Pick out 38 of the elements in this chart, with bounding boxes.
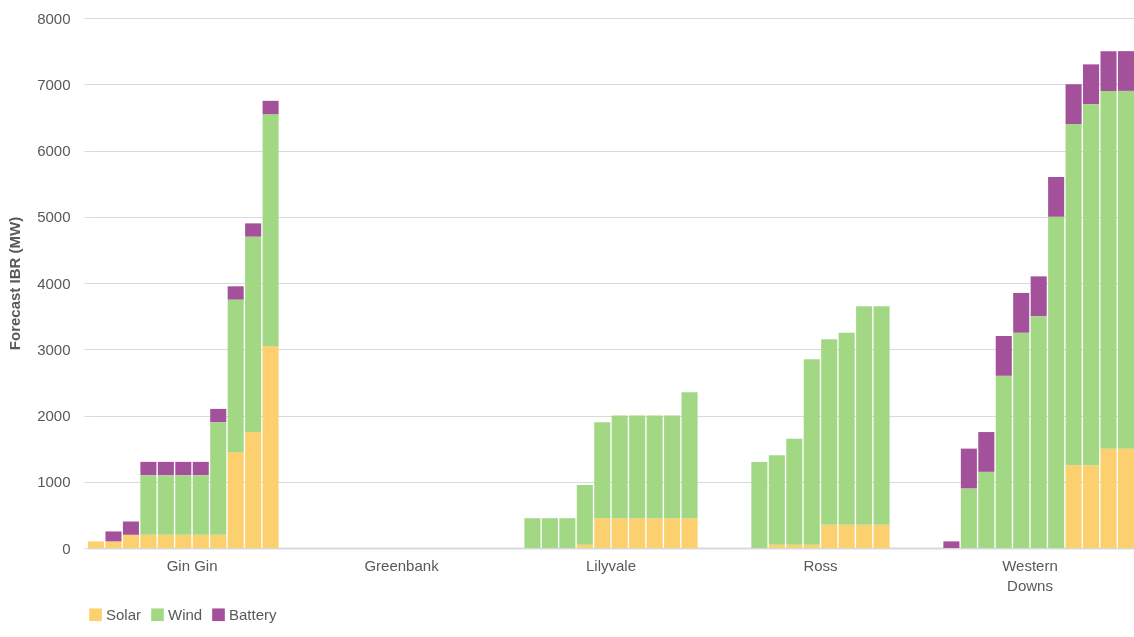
bar bbox=[140, 461, 157, 476]
bar bbox=[1030, 276, 1047, 317]
bar bbox=[524, 518, 541, 548]
x-tick-label: Greenbank bbox=[364, 556, 440, 574]
x-tick-label: Gin Gin bbox=[166, 556, 218, 574]
bar bbox=[245, 223, 262, 237]
bar bbox=[262, 114, 279, 346]
bar bbox=[873, 306, 890, 525]
legend-label: Battery bbox=[229, 605, 278, 623]
bar bbox=[681, 392, 698, 519]
y-tick-label: 7000 bbox=[37, 75, 71, 93]
x-tick-label: Lilyvale bbox=[586, 556, 637, 574]
bar bbox=[751, 461, 768, 548]
y-tick-label: 3000 bbox=[37, 340, 71, 358]
bar bbox=[262, 345, 279, 548]
bar bbox=[192, 461, 209, 476]
bar bbox=[995, 336, 1012, 376]
y-tick-label: 6000 bbox=[37, 142, 71, 159]
y-tick-label: 4000 bbox=[37, 274, 71, 292]
bar bbox=[262, 100, 279, 115]
bar bbox=[140, 475, 157, 535]
y-tick-label: 5000 bbox=[37, 208, 71, 226]
bar bbox=[1013, 292, 1030, 333]
y-axis-title: Forecast IBR (MW) bbox=[6, 216, 24, 351]
y-tick-label: 0 bbox=[62, 539, 71, 557]
y-tick-label: 1000 bbox=[37, 473, 71, 491]
y-tick-label: 2000 bbox=[37, 407, 71, 424]
bar bbox=[943, 541, 960, 548]
legend-label: Wind bbox=[168, 605, 203, 623]
y-tick-label: 8000 bbox=[37, 9, 71, 27]
bar bbox=[873, 524, 890, 548]
bar bbox=[1048, 177, 1065, 217]
x-tick-label: Western Downs bbox=[1002, 556, 1058, 594]
bar bbox=[227, 286, 244, 300]
bar bbox=[681, 518, 698, 548]
legend-label: Solar bbox=[106, 605, 142, 623]
x-tick-label: Ross bbox=[803, 556, 838, 574]
bar bbox=[210, 408, 227, 423]
